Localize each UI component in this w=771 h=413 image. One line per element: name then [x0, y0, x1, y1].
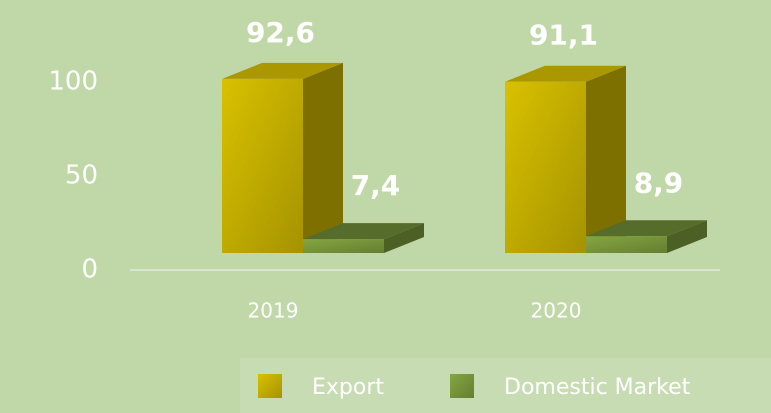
- legend-swatch: [450, 374, 474, 398]
- bar-top: [222, 62, 343, 79]
- bar-side: [303, 62, 343, 253]
- bar: [505, 81, 586, 254]
- legend-swatch: [258, 374, 282, 398]
- y-tick-label: 100: [48, 67, 98, 97]
- bar: [303, 239, 384, 253]
- x-tick-label: 2019: [248, 299, 299, 323]
- legend-background: [240, 358, 771, 413]
- bar: [222, 78, 303, 253]
- value-label: 91,1: [529, 19, 598, 52]
- x-tick-label: 2020: [531, 299, 582, 323]
- bar-side: [667, 220, 707, 253]
- bar-top: [303, 223, 424, 240]
- bar-side: [384, 223, 424, 253]
- bar-side: [586, 65, 626, 254]
- value-label: 8,9: [634, 166, 684, 199]
- bar-top: [586, 220, 707, 237]
- legend-label: Domestic Market: [504, 375, 691, 400]
- y-tick-label: 0: [81, 255, 98, 285]
- value-label: 92,6: [246, 16, 315, 49]
- legend-label: Export: [312, 375, 384, 400]
- value-label: 7,4: [351, 169, 401, 202]
- y-tick-label: 50: [65, 161, 98, 191]
- bar-top: [505, 65, 626, 82]
- bar: [586, 236, 667, 253]
